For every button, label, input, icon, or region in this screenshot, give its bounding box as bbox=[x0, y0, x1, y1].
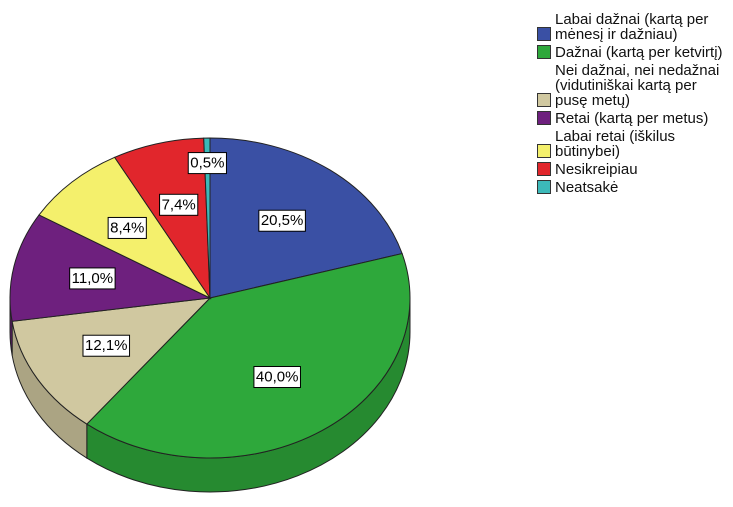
data-label: 11,0% bbox=[69, 267, 116, 290]
data-label-text: 7,4% bbox=[162, 196, 196, 213]
legend-label: Labai retai (iškilus būtinybei) bbox=[555, 128, 676, 160]
slice bbox=[86, 252, 411, 459]
data-label: 12,1% bbox=[82, 334, 131, 357]
legend-label: Nei dažnai, nei nedažnai (vidutiniškai k… bbox=[555, 62, 720, 109]
legend-swatch bbox=[537, 162, 551, 176]
data-label-box bbox=[187, 152, 227, 175]
legend-swatch bbox=[537, 27, 551, 41]
data-label-text: 11,0% bbox=[72, 270, 113, 287]
data-label: 40,0% bbox=[253, 366, 301, 389]
legend-item: Neatsakė bbox=[537, 180, 729, 195]
legend-item: Nesikreipiau bbox=[537, 162, 729, 177]
data-label-box bbox=[69, 267, 116, 290]
legend-swatch bbox=[537, 180, 551, 194]
legend: Labai dažnai (kartą per mėnesį ir dažnia… bbox=[537, 12, 729, 198]
data-label: 0,5% bbox=[187, 152, 227, 175]
legend-label: Dažnai (kartą per ketvirtį) bbox=[555, 44, 723, 61]
slice bbox=[209, 137, 403, 299]
data-label-box bbox=[159, 193, 199, 216]
legend-swatch bbox=[537, 111, 551, 125]
legend-label: Retai (kartą per metus) bbox=[555, 110, 709, 127]
data-label-text: 12,1% bbox=[85, 337, 128, 354]
data-label-text: 8,4% bbox=[110, 219, 144, 236]
data-label-text: 40,0% bbox=[256, 369, 299, 386]
data-label-box bbox=[107, 216, 147, 239]
chart: 20,5% 40,0% 12,1% 11,0% 8,4% 7,4% 0,5% bbox=[9, 137, 411, 493]
legend-item: Retai (kartą per metus) bbox=[537, 111, 729, 126]
data-label: 8,4% bbox=[107, 216, 147, 239]
data-label-box bbox=[253, 366, 301, 389]
data-label: 7,4% bbox=[159, 193, 199, 216]
data-label-box bbox=[258, 209, 306, 232]
slice bbox=[11, 297, 212, 425]
legend-item: Nei dažnai, nei nedažnai (vidutiniškai k… bbox=[537, 63, 729, 108]
legend-swatch bbox=[537, 144, 551, 158]
legend-swatch bbox=[537, 45, 551, 59]
data-label-text: 0,5% bbox=[190, 155, 224, 172]
legend-item: Labai retai (iškilus būtinybei) bbox=[537, 129, 729, 159]
legend-label: Nesikreipiau bbox=[555, 161, 638, 178]
legend-item: Labai dažnai (kartą per mėnesį ir dažnia… bbox=[537, 12, 729, 42]
legend-swatch bbox=[537, 93, 551, 107]
legend-label: Neatsakė bbox=[555, 179, 619, 196]
data-label-box bbox=[82, 334, 131, 357]
data-label-text: 20,5% bbox=[261, 212, 304, 229]
slice bbox=[203, 137, 211, 299]
legend-label: Labai dažnai (kartą per mėnesį ir dažnia… bbox=[555, 11, 709, 43]
legend-item: Dažnai (kartą per ketvirtį) bbox=[537, 45, 729, 60]
data-label: 20,5% bbox=[258, 209, 306, 232]
